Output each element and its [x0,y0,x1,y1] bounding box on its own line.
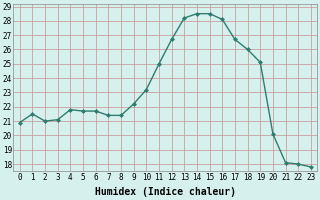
X-axis label: Humidex (Indice chaleur): Humidex (Indice chaleur) [95,187,236,197]
